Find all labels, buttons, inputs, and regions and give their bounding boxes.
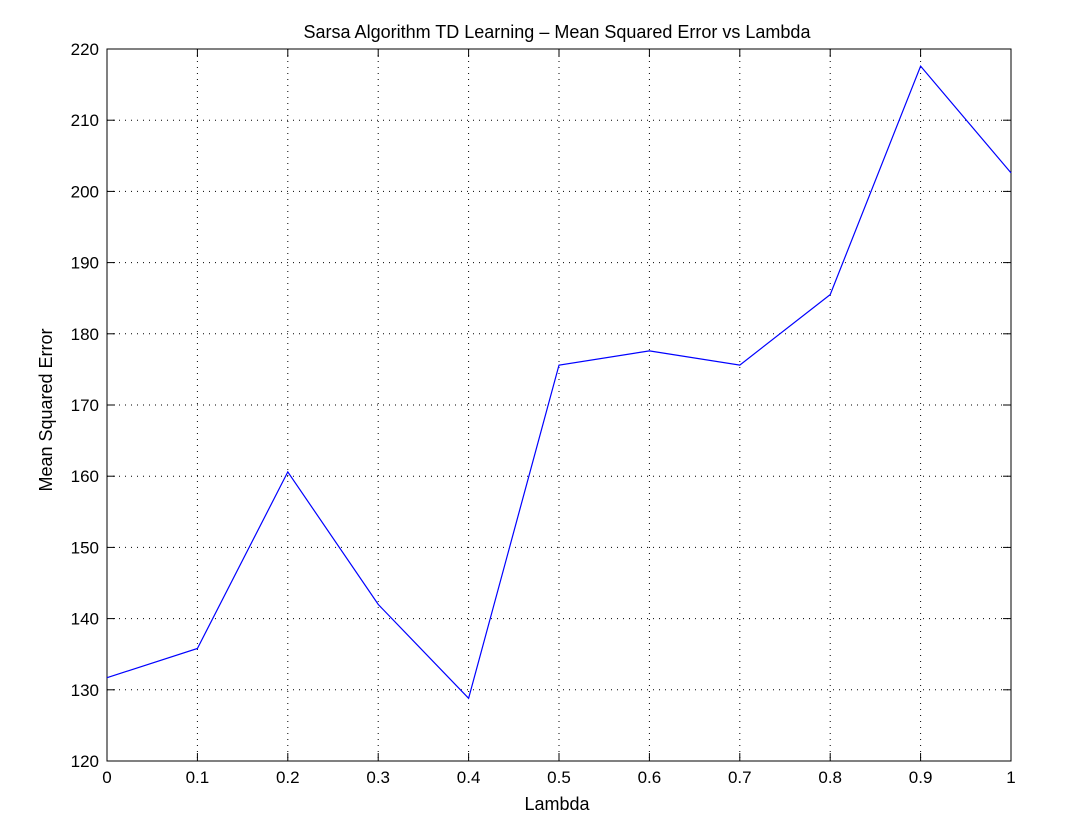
x-tick-label: 0.1 [186, 768, 210, 787]
x-tick-label: 0.6 [638, 768, 662, 787]
x-tick-label: 1 [1006, 768, 1015, 787]
axis-ticks: 0 0.1 0.2 0.3 0.4 0.5 0.6 0.7 0.8 0.9 1 120 130 140 15… [71, 40, 1016, 787]
x-axis-label: Lambda [524, 794, 590, 814]
chart-title: Sarsa Algorithm TD Learning – Mean Squar… [304, 22, 812, 42]
x-tick-label: 0.9 [909, 768, 933, 787]
series-layer [106, 64, 1012, 700]
y-tick-label: 150 [71, 538, 99, 557]
y-tick-label: 180 [71, 325, 99, 344]
x-tick-label: 0.2 [276, 768, 300, 787]
y-tick-label: 120 [71, 752, 99, 771]
y-tick-label: 200 [71, 182, 99, 201]
series-line [106, 64, 1012, 700]
x-tick-label: 0.8 [818, 768, 842, 787]
y-tick-label: 160 [71, 467, 99, 486]
y-tick-label: 130 [71, 681, 99, 700]
y-tick-label: 140 [71, 610, 99, 629]
x-tick-label: 0.3 [366, 768, 390, 787]
grid-lines [107, 49, 1011, 761]
y-axis-label: Mean Squared Error [36, 328, 56, 491]
y-tick-label: 190 [71, 254, 99, 273]
y-tick-label: 170 [71, 396, 99, 415]
y-tick-label: 220 [71, 40, 99, 59]
x-tick-label: 0.7 [728, 768, 752, 787]
x-tick-label: 0 [102, 768, 111, 787]
x-tick-label: 0.4 [457, 768, 481, 787]
y-tick-label: 210 [71, 111, 99, 130]
x-tick-label: 0.5 [547, 768, 571, 787]
